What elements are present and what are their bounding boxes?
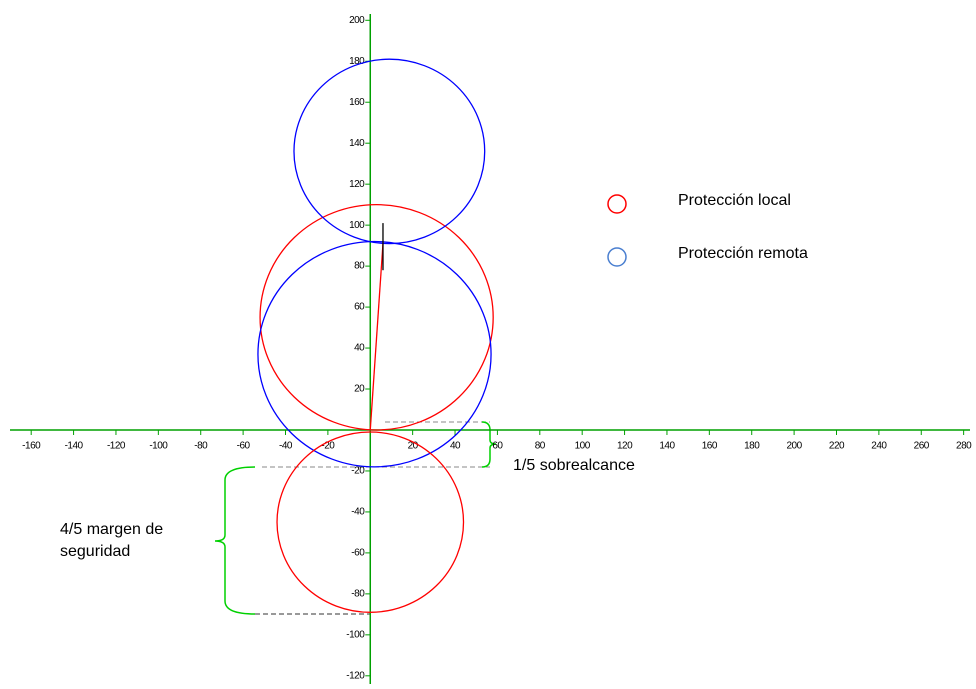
y-tick-label: 140	[349, 138, 365, 149]
x-tick-label: 80	[535, 441, 546, 452]
x-tick-label: -120	[107, 441, 126, 452]
y-tick-label: 200	[349, 15, 365, 26]
legend-label: Protección remota	[678, 245, 808, 262]
x-tick-label: -160	[22, 441, 41, 452]
x-tick-label: -80	[194, 441, 208, 452]
x-tick-label: 20	[408, 441, 419, 452]
x-tick-label: 160	[702, 441, 718, 452]
characteristic-circle	[276, 431, 465, 613]
y-tick-label: 80	[354, 261, 365, 272]
x-tick-label: 180	[744, 441, 760, 452]
x-tick-label: -40	[279, 441, 293, 452]
x-tick-label: -140	[65, 441, 84, 452]
y-tick-label: -120	[346, 670, 365, 681]
x-tick-label: 100	[575, 441, 591, 452]
bracket	[214, 466, 256, 615]
x-tick-label: 260	[914, 441, 930, 452]
legend-marker	[607, 194, 627, 214]
x-tick-label: 240	[871, 441, 887, 452]
x-tick-label: 140	[659, 441, 675, 452]
x-tick-label: -100	[149, 441, 168, 452]
x-tick-label: 60	[492, 441, 503, 452]
characteristic-circle	[293, 58, 486, 245]
x-tick-label: 40	[450, 441, 461, 452]
x-tick-label: -20	[321, 441, 335, 452]
y-tick-label: -40	[351, 507, 365, 518]
y-tick-label: 20	[354, 384, 365, 395]
y-tick-label: 100	[349, 220, 365, 231]
characteristic-circle	[259, 204, 494, 431]
y-tick-label: -80	[351, 589, 365, 600]
bracket	[481, 421, 497, 468]
y-tick-label: 60	[354, 302, 365, 313]
legend-label: Protección local	[678, 192, 791, 209]
impedance-line	[369, 243, 384, 431]
legend-marker	[607, 247, 627, 267]
annotation: 1/5 sobrealcance	[513, 457, 635, 474]
y-tick-label: -20	[351, 466, 365, 477]
y-tick-label: 180	[349, 56, 365, 67]
annotation: seguridad	[60, 543, 130, 560]
y-tick-label: -100	[346, 629, 365, 640]
x-tick-label: -60	[237, 441, 251, 452]
x-tick-label: 200	[787, 441, 803, 452]
x-tick-label: 280	[956, 441, 972, 452]
x-tick-label: 220	[829, 441, 845, 452]
y-tick-label: 160	[349, 97, 365, 108]
annotation: 4/5 margen de	[60, 521, 163, 538]
y-tick-label: 120	[349, 179, 365, 190]
y-tick-label: -60	[351, 548, 365, 559]
characteristic-circle	[257, 240, 492, 468]
y-tick-label: 40	[354, 343, 365, 354]
x-tick-label: 120	[617, 441, 633, 452]
